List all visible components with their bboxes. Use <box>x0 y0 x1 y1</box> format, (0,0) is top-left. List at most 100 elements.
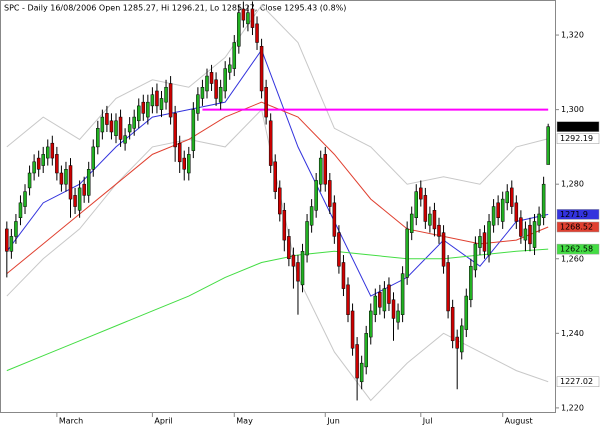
candle-body <box>532 221 537 248</box>
candle-body <box>496 202 500 218</box>
candle-body <box>373 295 378 315</box>
candle-body <box>9 236 14 252</box>
candle-body <box>114 120 118 136</box>
x-tick-label: Jun <box>326 417 340 426</box>
price-label: 1292.19 <box>560 134 593 143</box>
candle-body <box>232 42 237 69</box>
overlay-line <box>6 48 549 297</box>
candle-body <box>200 86 205 99</box>
candle-body <box>482 232 487 252</box>
candle-body <box>214 79 218 99</box>
y-tick-label: 1,220 <box>561 403 584 412</box>
candle-body <box>396 310 400 323</box>
candle-body <box>464 295 469 330</box>
price-label: 1262.58 <box>560 245 593 254</box>
candle-body <box>123 135 127 144</box>
candle-body <box>459 325 464 353</box>
candle-body <box>105 113 109 125</box>
candle-body <box>409 213 414 233</box>
candle-body <box>305 221 309 256</box>
candle-body <box>441 232 446 267</box>
candle-body <box>391 299 396 319</box>
price-box <box>556 133 600 144</box>
candle-body <box>541 183 546 218</box>
candle-body <box>146 101 150 118</box>
overlay-line <box>6 4 549 185</box>
candle-body <box>237 12 241 47</box>
candle-body <box>136 105 141 122</box>
candle-body <box>73 195 77 207</box>
candle-body <box>5 228 9 252</box>
x-tick-label: March <box>59 417 83 426</box>
candle-body <box>132 116 136 129</box>
candle-body <box>473 243 478 271</box>
candle-body <box>355 344 359 379</box>
candle-body <box>450 306 455 342</box>
candle-body <box>510 187 514 207</box>
candle-body <box>432 210 437 230</box>
candle-body <box>341 262 346 289</box>
candle-body <box>332 202 337 237</box>
candle-body <box>428 213 432 226</box>
candle-body <box>241 8 246 21</box>
candle-body <box>487 221 491 256</box>
candle-body <box>150 94 155 107</box>
price-box <box>556 376 600 387</box>
candle-body <box>46 146 50 159</box>
candle-body <box>378 292 382 308</box>
candle-body <box>14 221 18 237</box>
candle-body <box>519 217 523 237</box>
candle-body <box>36 157 41 170</box>
x-tick-label: August <box>505 417 533 426</box>
candle-body <box>191 109 196 151</box>
plot-frame <box>0 0 556 413</box>
candle-body <box>82 183 86 196</box>
candle-body <box>264 86 268 118</box>
candle-body <box>68 165 73 200</box>
candle-body <box>18 202 23 218</box>
candle-body <box>455 336 459 349</box>
candle-body <box>168 83 173 118</box>
y-tick-label: 1,240 <box>561 329 584 338</box>
candle-body <box>64 169 68 185</box>
candle-body <box>32 161 36 174</box>
candle-body <box>259 45 264 92</box>
candle-body <box>369 310 373 338</box>
candle-body <box>50 142 55 159</box>
candle-body <box>155 90 159 107</box>
candle-body <box>287 236 291 260</box>
candle-body <box>318 157 323 185</box>
candle-body <box>41 154 45 166</box>
overlay-line <box>6 248 549 372</box>
candle-body <box>500 198 505 222</box>
candle-body <box>250 8 255 28</box>
candle-body <box>528 224 532 245</box>
candle-body <box>246 12 250 25</box>
candle-body <box>86 169 91 196</box>
candle-body <box>359 362 364 383</box>
candle-body <box>437 224 441 237</box>
candle-body <box>505 191 509 204</box>
candle-body <box>141 101 146 114</box>
candle-body <box>337 232 341 267</box>
candle-body <box>255 23 259 43</box>
candle-body <box>282 210 287 241</box>
candle-body <box>127 124 132 133</box>
candle-body <box>546 126 550 165</box>
candle-body <box>469 265 473 301</box>
candle-body <box>523 228 528 241</box>
candle-body <box>159 98 164 110</box>
candle-body <box>118 116 123 140</box>
y-tick-label: 1,280 <box>561 180 584 189</box>
candle-body <box>77 187 82 211</box>
candle-body <box>387 284 391 304</box>
candle-body <box>291 254 296 267</box>
price-label: 1268.52 <box>560 222 593 231</box>
price-box <box>556 121 600 132</box>
candle-body <box>314 180 318 211</box>
price-box <box>556 243 600 255</box>
x-tick-label: Jul <box>422 417 433 426</box>
y-tick-label: 1,260 <box>561 254 584 263</box>
price-label: 1227.02 <box>560 377 593 386</box>
candle-body <box>364 333 368 368</box>
